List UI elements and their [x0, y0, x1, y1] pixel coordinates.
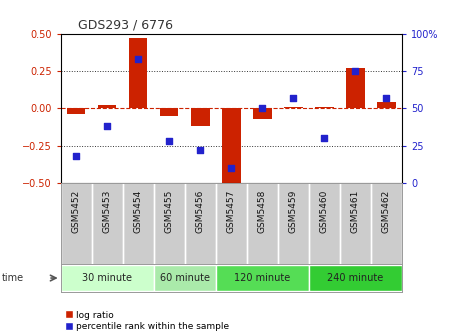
Point	[228, 166, 235, 171]
Text: GSM5453: GSM5453	[103, 190, 112, 233]
Point	[73, 154, 80, 159]
Bar	[346, 68, 365, 109]
Text: GSM5459: GSM5459	[289, 190, 298, 233]
Legend: log ratio, percentile rank within the sample: log ratio, percentile rank within the sa…	[65, 311, 229, 332]
Bar	[191, 109, 210, 126]
Point	[135, 56, 142, 62]
Point	[259, 106, 266, 111]
Point	[321, 136, 328, 141]
Text: GSM5456: GSM5456	[196, 190, 205, 233]
Text: GSM5452: GSM5452	[72, 190, 81, 233]
Text: GSM5461: GSM5461	[351, 190, 360, 233]
Point	[166, 138, 173, 144]
FancyBboxPatch shape	[309, 265, 402, 291]
FancyBboxPatch shape	[61, 265, 154, 291]
Text: 240 minute: 240 minute	[327, 273, 383, 283]
Bar	[98, 106, 116, 109]
Bar	[315, 107, 334, 109]
Text: 60 minute: 60 minute	[160, 273, 210, 283]
Bar	[67, 109, 85, 114]
Text: GDS293 / 6776: GDS293 / 6776	[78, 18, 173, 31]
FancyBboxPatch shape	[154, 265, 216, 291]
Bar	[222, 109, 241, 187]
Text: 120 minute: 120 minute	[234, 273, 291, 283]
Text: GSM5458: GSM5458	[258, 190, 267, 233]
Text: GSM5460: GSM5460	[320, 190, 329, 233]
Text: 30 minute: 30 minute	[82, 273, 132, 283]
FancyBboxPatch shape	[216, 265, 309, 291]
Point	[197, 148, 204, 153]
Bar	[253, 109, 272, 119]
Point	[383, 95, 390, 100]
Point	[290, 95, 297, 100]
Point	[104, 124, 111, 129]
Text: GSM5462: GSM5462	[382, 190, 391, 233]
Bar	[284, 107, 303, 109]
Text: GSM5457: GSM5457	[227, 190, 236, 233]
Bar	[129, 38, 147, 109]
Text: time: time	[2, 273, 24, 283]
Text: GSM5454: GSM5454	[134, 190, 143, 233]
Point	[352, 68, 359, 74]
Bar	[160, 109, 179, 116]
Bar	[377, 102, 396, 109]
Text: GSM5455: GSM5455	[165, 190, 174, 233]
